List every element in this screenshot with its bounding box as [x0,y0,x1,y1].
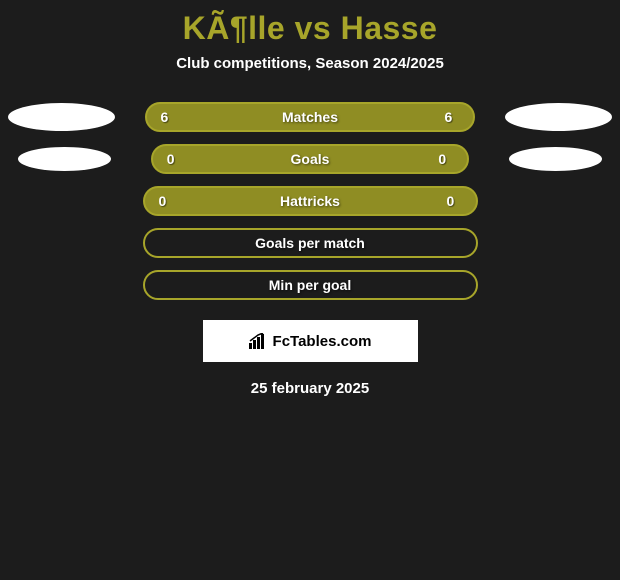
stat-right-value: 6 [444,109,459,125]
stat-label: Min per goal [269,277,351,293]
subtitle: Club competitions, Season 2024/2025 [176,55,444,72]
stat-row-matches: 6 Matches 6 [0,102,620,132]
stat-label: Matches [282,109,338,125]
stat-row-goals: 0 Goals 0 [0,144,620,174]
stat-label: Goals [291,151,330,167]
stat-right-value: 0 [438,151,453,167]
team-left-badge [8,103,115,131]
stat-left-value: 0 [159,193,174,209]
stat-row-mpg: Min per goal [0,270,620,300]
stat-bar: 6 Matches 6 [145,102,476,132]
chart-icon [249,333,269,349]
date-text: 25 february 2025 [251,380,369,397]
team-right-badge-small [509,147,602,171]
logo[interactable]: FcTables.com [203,320,418,362]
logo-text: FcTables.com [273,333,372,350]
stats-card: KÃ¶lle vs Hasse Club competitions, Seaso… [0,0,620,397]
stat-left-value: 0 [167,151,182,167]
stat-bar: Min per goal [143,270,478,300]
stat-label: Goals per match [255,235,365,251]
stat-bar: 0 Hattricks 0 [143,186,478,216]
stat-row-hattricks: 0 Hattricks 0 [0,186,620,216]
stat-right-value: 0 [447,193,462,209]
stat-bar: Goals per match [143,228,478,258]
team-right-badge [505,103,612,131]
stat-left-value: 6 [161,109,176,125]
page-title: KÃ¶lle vs Hasse [183,10,438,47]
team-left-badge-small [18,147,111,171]
logo-content: FcTables.com [249,333,372,350]
stat-label: Hattricks [280,193,340,209]
stat-row-gpm: Goals per match [0,228,620,258]
stat-bar: 0 Goals 0 [151,144,470,174]
